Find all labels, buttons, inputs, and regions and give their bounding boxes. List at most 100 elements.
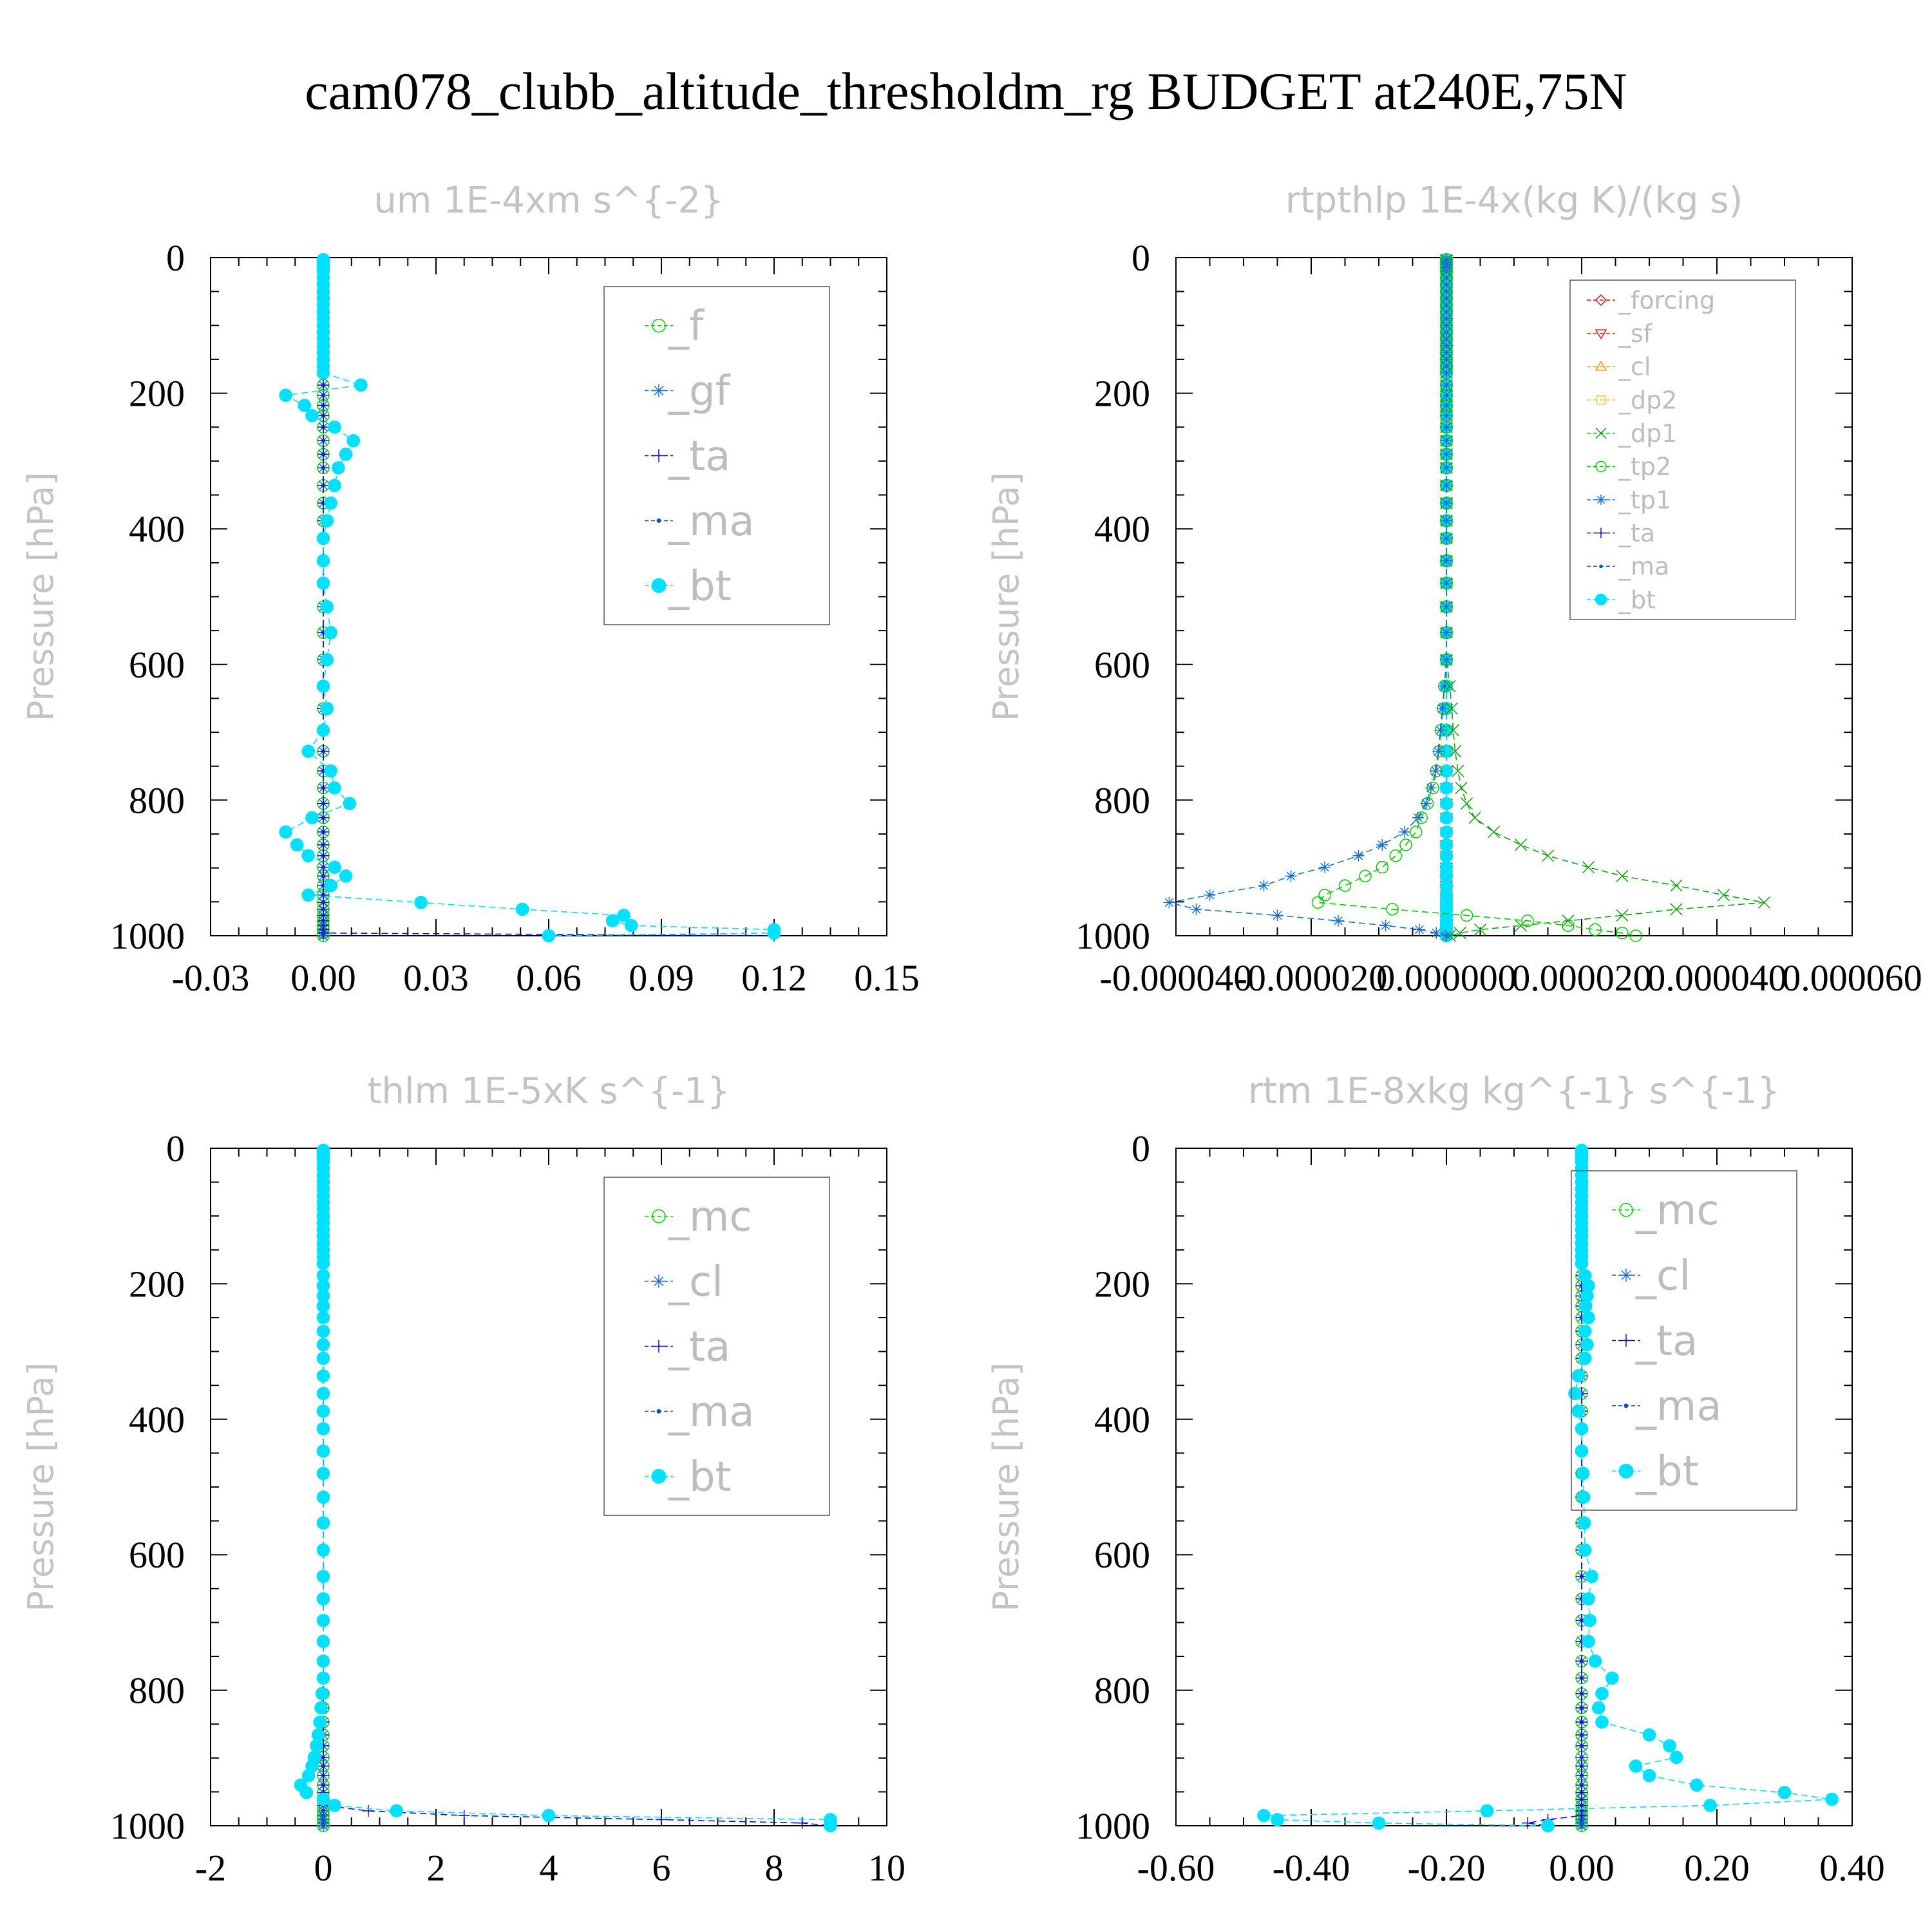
data-point	[1311, 896, 1325, 909]
data-point	[310, 1739, 323, 1753]
data-point	[1576, 1687, 1587, 1700]
x-tick-label: -0.20	[1408, 1847, 1486, 1889]
legend-marker	[1618, 1463, 1634, 1479]
x-tick-label: 0.20	[1684, 1847, 1750, 1889]
figure-title: cam078_clubb_altitude_thresholdm_rg BUDG…	[305, 62, 1627, 120]
x-tick-label: -0.40	[1273, 1847, 1350, 1889]
data-point	[1441, 421, 1452, 433]
data-point	[314, 1701, 328, 1715]
data-point	[279, 388, 293, 402]
panel-title: rtm 1E-8xkg kg^{-1} s^{-1}	[1248, 1070, 1780, 1112]
legend-box	[603, 286, 830, 625]
data-point	[305, 408, 319, 422]
legend-label: _ma	[668, 1388, 755, 1436]
legend-label: _sf	[1618, 319, 1653, 348]
data-point	[320, 600, 334, 614]
data-point	[1439, 781, 1454, 795]
data-point	[317, 435, 329, 447]
data-point	[324, 764, 338, 778]
data-point	[1642, 1768, 1656, 1783]
legend-entry: _ta	[645, 433, 730, 480]
series-bt	[294, 1143, 837, 1833]
data-point	[1487, 826, 1501, 838]
x-tick-label: 8	[765, 1847, 784, 1889]
data-point	[316, 679, 330, 693]
series-line	[1316, 260, 1636, 936]
legend-marker	[1624, 1403, 1629, 1408]
y-tick-label: 200	[1094, 373, 1150, 415]
data-point	[1669, 1750, 1683, 1765]
y-tick-label: 200	[1094, 1263, 1150, 1305]
data-point	[328, 478, 341, 493]
legend-label: _ma	[668, 498, 755, 545]
legend-entry: _ta	[645, 1323, 730, 1371]
data-point	[1376, 860, 1388, 874]
x-tick-label: -0.000020	[1235, 957, 1388, 999]
data-point	[311, 1728, 325, 1742]
legend-label: _dp2	[1618, 386, 1677, 414]
legend-marker	[652, 449, 665, 462]
data-point	[346, 433, 361, 448]
series-line	[1169, 260, 1447, 936]
legend-marker	[1596, 527, 1606, 538]
plot-frame	[210, 257, 887, 936]
data-point	[1616, 869, 1629, 882]
data-point	[1576, 1739, 1587, 1752]
data-point	[1589, 923, 1602, 936]
legend-label: _ta	[1635, 1318, 1698, 1365]
x-tick-label: 0.00	[290, 957, 356, 999]
data-point	[363, 1804, 374, 1817]
y-tick-label: 600	[129, 644, 185, 686]
data-point	[339, 448, 353, 461]
data-point	[1441, 285, 1452, 298]
data-point	[328, 420, 341, 434]
data-point	[1591, 1701, 1605, 1715]
data-point	[1454, 927, 1466, 940]
data-point	[1578, 1351, 1592, 1365]
x-tick-label: 0.15	[854, 957, 920, 999]
y-tick-label: 200	[129, 373, 185, 415]
data-point	[1257, 1808, 1271, 1823]
data-point	[1446, 724, 1460, 737]
legend-marker	[1595, 460, 1607, 473]
data-point	[1441, 346, 1452, 359]
data-point	[1439, 744, 1454, 758]
legend-label: _cl	[668, 1258, 723, 1306]
data-point	[321, 1823, 326, 1828]
x-tick-label: 0.03	[403, 957, 469, 999]
data-point	[1441, 497, 1452, 509]
data-point	[1690, 1778, 1703, 1792]
data-point	[343, 797, 357, 811]
data-point	[1439, 764, 1454, 778]
data-point	[1441, 339, 1452, 352]
legend-entry: _cl	[1612, 1253, 1690, 1300]
data-point	[316, 1369, 330, 1383]
legend-marker	[1620, 1334, 1633, 1347]
legend-marker	[1620, 1269, 1633, 1282]
legend-entry: _bt	[645, 1454, 732, 1501]
data-point	[1670, 903, 1683, 916]
y-tick-label: 1000	[1075, 915, 1150, 957]
data-point	[328, 860, 341, 874]
data-point	[1439, 878, 1454, 893]
data-point	[301, 888, 316, 902]
legend-label: _ta	[1618, 519, 1655, 547]
data-point	[1578, 1324, 1592, 1338]
data-point	[1571, 1404, 1586, 1418]
panel-title: um 1E-4xm s^{-2}	[374, 180, 723, 222]
data-point	[321, 1814, 326, 1818]
data-point	[316, 1269, 330, 1283]
legend-marker	[656, 1408, 661, 1414]
legend-entry: _ta	[1612, 1318, 1698, 1365]
legend-marker	[656, 518, 661, 523]
data-point	[316, 576, 330, 590]
panel-thlm: thlm 1E-5xK s^{-1} Pressure [hPa] 0 200 400 6…	[21, 1070, 905, 1889]
legend-entry: _sf	[1587, 319, 1653, 348]
data-point	[316, 1613, 330, 1627]
data-point	[1616, 927, 1629, 940]
data-point	[317, 410, 329, 422]
y-tick-label: 400	[129, 508, 185, 550]
data-point	[1576, 1701, 1587, 1714]
data-point	[324, 878, 338, 893]
